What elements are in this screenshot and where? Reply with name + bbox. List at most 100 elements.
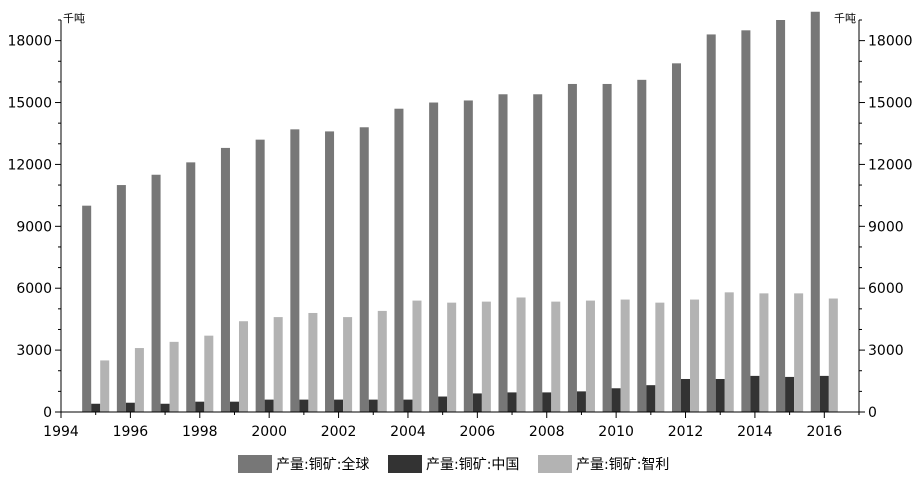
- bar-1996-series-3: [134, 348, 144, 412]
- x-tick-label: 2010: [598, 424, 634, 440]
- bar-2010-series-1: [602, 83, 612, 413]
- legend-label-3: 产量:铜矿:智利: [576, 457, 669, 473]
- bar-2016-series-3: [828, 298, 838, 412]
- x-tick-label: 2008: [529, 424, 565, 440]
- bar-2004-series-2: [403, 399, 413, 412]
- bar-1995-series-3: [100, 360, 110, 412]
- left-y-tick-label: 6000: [16, 281, 52, 297]
- bar-2012-series-3: [690, 299, 700, 412]
- left-y-ticks: 0 3000 6000 9000 12000 15000 18000: [7, 19, 61, 421]
- bar-2013-series-3: [724, 292, 734, 412]
- bar-2005-series-2: [438, 396, 448, 412]
- bar-2014-series-2: [750, 375, 760, 412]
- legend-label-1: 产量:铜矿:全球: [276, 456, 369, 473]
- bar-1995-series-2: [91, 403, 101, 412]
- bar-2016-series-2: [819, 375, 829, 412]
- bar-2006-series-2: [472, 393, 482, 412]
- bar-1999-series-1: [220, 147, 230, 413]
- bar-1996-series-1: [116, 185, 126, 412]
- bar-2010-series-3: [620, 299, 630, 412]
- legend-label-2: 产量:铜矿:中国: [426, 457, 519, 473]
- bar-2015-series-2: [785, 376, 795, 412]
- legend: 产量:铜矿:全球 产量:铜矿:中国 产量:铜矿:智利: [238, 455, 669, 473]
- legend-swatch-3: [538, 455, 572, 473]
- bar-1998-series-3: [204, 335, 214, 412]
- x-tick-label: 2016: [806, 424, 842, 440]
- x-tick-label: 2000: [251, 424, 287, 440]
- bar-2001-series-1: [290, 129, 300, 412]
- legend-swatch-2: [388, 455, 422, 473]
- bar-2003-series-1: [359, 127, 369, 412]
- bar-2014-series-1: [741, 30, 751, 412]
- bar-2000-series-2: [264, 399, 274, 412]
- x-tick-label: 2002: [321, 424, 357, 440]
- right-y-tick-label: 12000: [868, 157, 913, 173]
- bar-2002-series-2: [334, 399, 344, 412]
- bar-2015-series-3: [794, 293, 804, 412]
- bar-2001-series-3: [308, 312, 318, 412]
- bar-2007-series-3: [516, 297, 526, 412]
- left-y-tick-label: 3000: [16, 343, 52, 359]
- bar-1997-series-1: [151, 174, 161, 412]
- left-y-tick-label: 18000: [7, 34, 52, 50]
- right-y-unit-label: 千吨: [834, 12, 856, 25]
- right-y-tick-label: 9000: [868, 219, 904, 235]
- right-y-tick-label: 3000: [868, 343, 904, 359]
- bar-2008-series-2: [542, 392, 552, 412]
- bar-2003-series-2: [368, 399, 378, 412]
- bars-layer: [82, 11, 838, 413]
- bar-2011-series-2: [646, 385, 656, 412]
- bar-2011-series-3: [655, 302, 665, 412]
- bar-2012-series-1: [671, 63, 682, 412]
- right-y-tick-label: 6000: [868, 281, 904, 297]
- bar-2007-series-2: [507, 392, 517, 412]
- bar-1998-series-2: [195, 401, 205, 412]
- bar-1997-series-3: [169, 341, 179, 412]
- x-tick-label: 2012: [668, 424, 704, 440]
- right-y-tick-label: 18000: [868, 34, 913, 50]
- bar-2009-series-2: [576, 391, 586, 412]
- bar-2014-series-3: [759, 293, 769, 412]
- bar-2004-series-3: [412, 300, 422, 412]
- left-y-unit-label: 千吨: [63, 12, 85, 25]
- bar-2000-series-1: [255, 139, 265, 412]
- bar-2006-series-1: [463, 100, 473, 413]
- bar-2016-series-1: [810, 11, 820, 412]
- bar-2012-series-2: [681, 378, 691, 412]
- bar-2008-series-3: [551, 301, 561, 412]
- bar-1999-series-2: [229, 401, 239, 412]
- left-y-tick-label: 0: [43, 405, 52, 421]
- bar-2013-series-2: [715, 378, 725, 412]
- bar-1999-series-3: [238, 321, 249, 412]
- bar-2005-series-1: [429, 102, 439, 412]
- left-y-tick-label: 9000: [16, 219, 52, 235]
- right-y-ticks: 0 3000 6000 9000 12000 15000 18000: [859, 19, 913, 421]
- bar-1998-series-1: [186, 162, 196, 412]
- legend-swatch-1: [238, 455, 272, 473]
- bar-2002-series-3: [343, 317, 353, 412]
- bar-2008-series-1: [533, 94, 543, 413]
- x-tick-label: 2004: [390, 424, 426, 440]
- bar-2007-series-1: [498, 94, 508, 413]
- bar-2000-series-3: [273, 317, 283, 412]
- right-y-tick-label: 0: [868, 405, 877, 421]
- bar-2003-series-3: [377, 310, 387, 412]
- x-tick-label: 1996: [113, 424, 149, 440]
- bar-1996-series-2: [125, 402, 135, 412]
- bar-2009-series-1: [567, 83, 577, 413]
- x-tick-label: 2014: [737, 424, 773, 440]
- bar-2015-series-1: [776, 20, 786, 412]
- x-ticks: 1994 1996 1998 2000 2002 2004 2006 2008 2010 2012…: [43, 412, 860, 440]
- bar-2001-series-2: [299, 399, 309, 412]
- bar-1995-series-1: [82, 205, 92, 412]
- x-tick-label: 1998: [182, 424, 218, 440]
- x-tick-label: 2006: [460, 424, 496, 440]
- left-y-tick-label: 15000: [7, 96, 52, 112]
- bar-2013-series-1: [706, 34, 716, 412]
- x-tick-label: 1994: [43, 424, 79, 440]
- left-y-tick-label: 12000: [7, 157, 52, 173]
- bar-2009-series-3: [585, 300, 595, 412]
- right-y-tick-label: 15000: [868, 96, 913, 112]
- bar-2005-series-3: [447, 302, 457, 412]
